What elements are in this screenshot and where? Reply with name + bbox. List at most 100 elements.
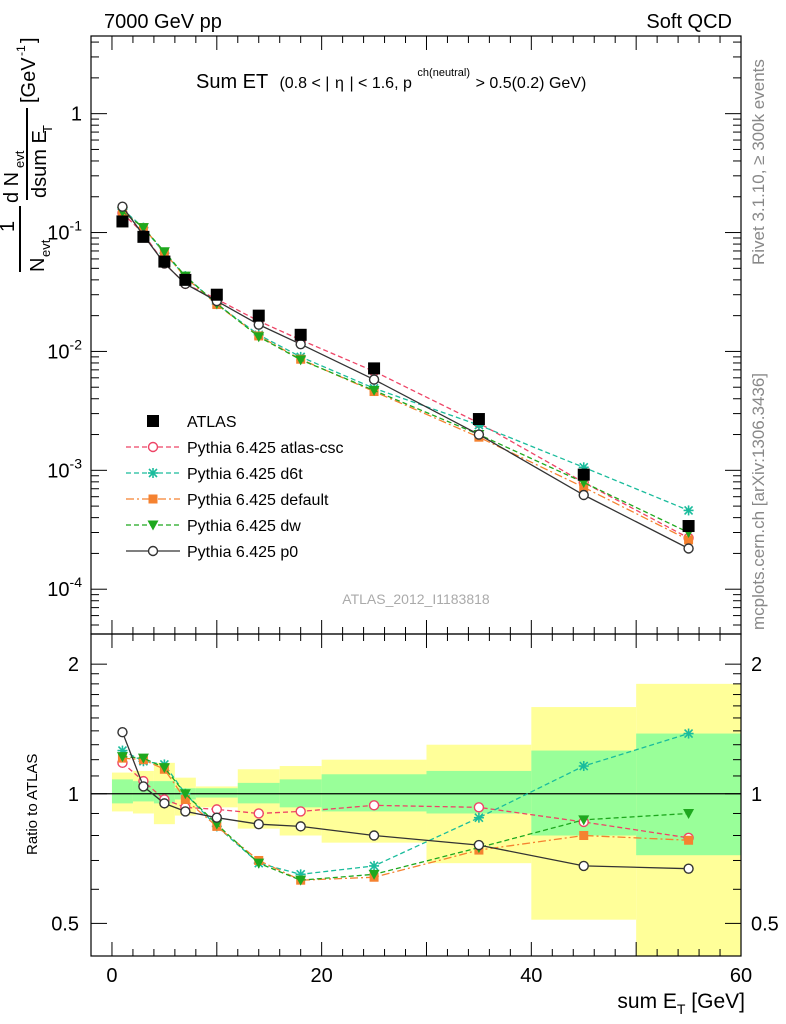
legend-item-pythia-6-425-default: Pythia 6.425 default <box>126 492 329 509</box>
ratio-series-pythia-6-425-p0 <box>117 726 694 874</box>
point-atlas <box>472 413 485 426</box>
svg-text:evt: evt <box>38 239 53 257</box>
svg-text:1: 1 <box>0 221 19 232</box>
legend-marker <box>148 494 158 504</box>
x-tick-label: 40 <box>520 965 542 987</box>
y-tick-label-ratio: 2 <box>68 654 79 676</box>
point-pythia-6-425-p0 <box>117 201 128 212</box>
series-atlas <box>116 215 695 533</box>
ratio-uncertainty-bands <box>91 683 741 956</box>
x-axis-label: sum ET [GeV] <box>617 990 745 1017</box>
plot-title-cond-b: | < 1.6, p <box>349 75 412 92</box>
legend-marker <box>147 415 159 427</box>
star-stroke <box>474 813 484 823</box>
point-pythia-6-425-dw <box>295 355 307 366</box>
ratio-point-pythia-6-425-p0 <box>211 812 223 823</box>
band-inner-bin <box>153 781 175 804</box>
star-stroke <box>369 861 379 871</box>
legend-marker <box>147 520 159 531</box>
series-line-pythia-6-425-default <box>122 211 689 541</box>
y-tick-label-main: 10-2 <box>47 336 82 363</box>
x-tick-label: 20 <box>311 965 333 987</box>
point-pythia-6-425-p0 <box>578 489 589 501</box>
plot-title: Sum ET (0.8 < | η | < 1.6, p ch(neutral)… <box>196 59 586 93</box>
ratio-point-pythia-6-425-dw <box>158 763 170 774</box>
analysis-watermark: ATLAS_2012_I1183818 <box>342 591 490 607</box>
plot-title-eta: η <box>335 75 344 92</box>
point-atlas <box>577 468 590 481</box>
legend-item-pythia-6-425-atlas-csc: Pythia 6.425 atlas-csc <box>126 440 344 457</box>
point-atlas <box>294 328 307 341</box>
ratio-point-pythia-6-425-dw <box>211 819 223 830</box>
header-left: 7000 GeV pp <box>104 11 222 33</box>
band-inner-bin <box>111 779 133 804</box>
point-atlas <box>179 273 192 286</box>
y-tick-label-main: 10-4 <box>47 574 82 601</box>
ratio-point-pythia-6-425-p0 <box>117 726 128 738</box>
ratio-point-pythia-6-425-atlas-csc <box>473 802 485 813</box>
header-right: Soft QCD <box>646 11 732 33</box>
ratio-point-pythia-6-425-dw <box>116 752 128 763</box>
ratio-point-pythia-6-425-atlas-csc <box>253 808 264 819</box>
ratio-point-pythia-6-425-p0 <box>578 860 589 872</box>
ratio-point-pythia-6-425-dw <box>295 875 307 886</box>
point-pythia-6-425-p0 <box>295 339 306 350</box>
ratio-point-pythia-6-425-d6t <box>683 728 694 739</box>
ratio-point-pythia-6-425-p0 <box>683 863 694 874</box>
svg-text:-1: -1 <box>14 45 28 56</box>
ratio-point-pythia-6-425-dw <box>578 815 590 826</box>
svg-text:N: N <box>27 258 49 272</box>
point-pythia-6-425-dw <box>137 223 149 234</box>
point-pythia-6-425-p0 <box>683 543 694 554</box>
legend-marker <box>147 441 159 453</box>
point-pythia-6-425-d6t <box>683 505 694 516</box>
legend-marker <box>148 468 158 478</box>
svg-text:]: ] <box>18 37 40 43</box>
ratio-point-pythia-6-425-default <box>684 835 694 845</box>
legend-label: Pythia 6.425 default <box>187 492 329 509</box>
ratio-point-pythia-6-425-atlas-csc <box>295 806 306 817</box>
ratio-point-pythia-6-425-default <box>180 794 190 804</box>
point-atlas <box>210 288 223 301</box>
svg-text:evt: evt <box>12 150 27 168</box>
point-atlas <box>116 215 129 228</box>
ratio-point-pythia-6-425-dw <box>179 789 191 800</box>
point-atlas <box>252 309 265 322</box>
legend-item-pythia-6-425-p0: Pythia 6.425 p0 <box>126 544 298 561</box>
ratio-point-pythia-6-425-dw <box>253 858 265 869</box>
star-stroke <box>148 468 158 478</box>
mcplots-label: mcplots.cern.ch [arXiv:1306.3436] <box>749 373 768 630</box>
ratio-point-pythia-6-425-dw <box>368 869 380 880</box>
ratio-point-pythia-6-425-p0 <box>253 818 264 830</box>
star-stroke <box>579 761 589 771</box>
band-inner-bin <box>237 782 280 804</box>
legend-label: ATLAS <box>187 414 237 431</box>
point-pythia-6-425-p0 <box>368 374 380 385</box>
star-stroke <box>684 505 694 515</box>
ratio-point-pythia-6-425-atlas-csc <box>368 800 380 811</box>
series-line-pythia-6-425-dw <box>122 211 689 534</box>
point-atlas <box>368 362 381 375</box>
star-stroke <box>684 728 694 739</box>
legend-label: Pythia 6.425 p0 <box>187 544 298 561</box>
ratio-point-pythia-6-425-p0 <box>473 839 485 851</box>
y-tick-label-ratio: 0.5 <box>51 913 79 935</box>
point-pythia-6-425-default <box>684 535 694 545</box>
y-tick-label-ratio-right: 2 <box>751 654 762 676</box>
point-pythia-6-425-dw <box>253 332 265 343</box>
ratio-point-pythia-6-425-d6t <box>473 812 484 823</box>
ratio-point-pythia-6-425-d6t <box>578 761 589 772</box>
band-inner-bin <box>195 788 238 798</box>
y-tick-label-ratio: 1 <box>68 784 79 806</box>
ratio-point-pythia-6-425-default <box>579 831 589 841</box>
series-pythia-6-425-dw <box>116 207 695 538</box>
plot-title-cond-a: (0.8 < | <box>279 75 329 92</box>
svg-text:T: T <box>40 125 55 133</box>
rivet-label: Rivet 3.1.10, ≥ 300k events <box>749 59 768 265</box>
plot-title-superscript: ch(neutral) <box>417 67 470 79</box>
legend-label: Pythia 6.425 d6t <box>187 466 303 483</box>
y-axis-label-ratio: Ratio to ATLAS <box>24 754 41 855</box>
ratio-point-pythia-6-425-p0 <box>138 781 149 792</box>
legend-label: Pythia 6.425 dw <box>187 518 301 535</box>
